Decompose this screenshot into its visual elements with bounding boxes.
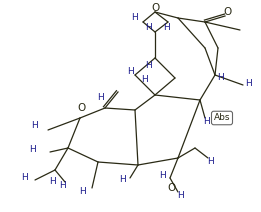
Text: O: O bbox=[224, 7, 232, 17]
Text: H: H bbox=[80, 187, 86, 197]
Text: H: H bbox=[145, 61, 151, 71]
Text: H: H bbox=[97, 93, 103, 102]
Text: O: O bbox=[151, 3, 159, 13]
Text: H: H bbox=[30, 145, 36, 155]
Text: H: H bbox=[32, 120, 38, 130]
Text: H: H bbox=[203, 117, 209, 127]
Text: H: H bbox=[130, 13, 137, 21]
Text: H: H bbox=[142, 75, 148, 85]
Text: O: O bbox=[168, 183, 176, 193]
Text: H: H bbox=[119, 176, 125, 184]
Text: H: H bbox=[207, 158, 213, 166]
Text: H: H bbox=[22, 173, 28, 183]
Text: H: H bbox=[127, 67, 133, 77]
Text: H: H bbox=[49, 177, 55, 187]
Text: H: H bbox=[163, 24, 169, 32]
Text: H: H bbox=[218, 74, 224, 82]
Text: H: H bbox=[60, 181, 66, 191]
Text: H: H bbox=[245, 78, 251, 88]
Text: H: H bbox=[177, 191, 183, 201]
Text: O: O bbox=[78, 103, 86, 113]
Text: H: H bbox=[159, 170, 165, 180]
Text: Abs: Abs bbox=[214, 113, 230, 123]
Text: H: H bbox=[146, 24, 152, 32]
